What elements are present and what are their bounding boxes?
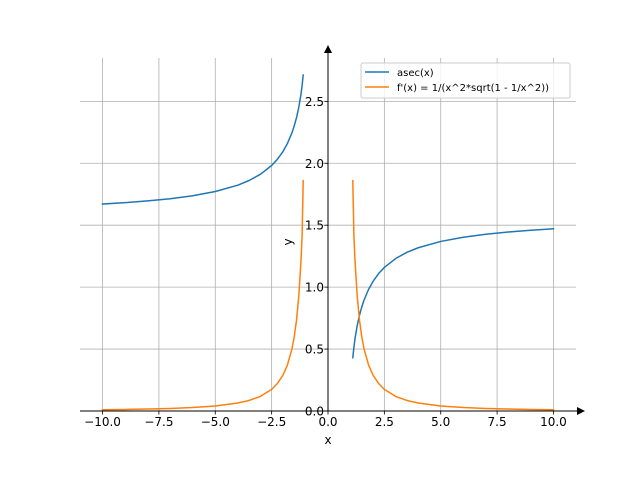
series-line-0-segment-1 [351, 228, 555, 359]
x-tick-label: 0.0 [318, 415, 337, 429]
legend-label-asec: asec(x) [397, 68, 434, 79]
y-tick-label: 0.0 [305, 405, 324, 419]
y-axis-label: y [281, 238, 295, 245]
x-tick-label: 2.5 [375, 415, 394, 429]
x-tick-label: −2.5 [257, 415, 286, 429]
y-tick-label: 0.5 [305, 343, 324, 357]
y-tick-label: 1.5 [305, 219, 324, 233]
series-line-0-segment-0 [101, 74, 305, 205]
x-tick-label: 7.5 [488, 415, 507, 429]
axes [80, 45, 585, 415]
y-tick-label: 1.0 [305, 281, 324, 295]
x-tick-label: −5.0 [201, 415, 230, 429]
series-layer [101, 74, 555, 411]
x-tick-label: −10.0 [84, 415, 121, 429]
series-line-1-segment-1 [352, 179, 555, 411]
series-line-1-segment-0 [101, 179, 304, 411]
y-tick-label: 2.0 [305, 157, 324, 171]
legend-frame [360, 62, 571, 99]
legend: asec(x) f'(x) = 1/(x^2*sqrt(1 - 1/x^2)) [360, 62, 571, 99]
x-axis-label: x [324, 433, 331, 447]
legend-label-derivative: f'(x) = 1/(x^2*sqrt(1 - 1/x^2)) [397, 83, 549, 94]
x-tick-label: 5.0 [431, 415, 450, 429]
x-tick-label: 10.0 [540, 415, 567, 429]
y-tick-label: 2.5 [305, 95, 324, 109]
x-tick-label: −7.5 [144, 415, 173, 429]
x-axis-arrow [577, 407, 585, 415]
y-axis-arrow [324, 45, 332, 53]
ticks: −10.0 −7.5 −5.0 −2.5 0.0 2.5 5.0 7.5 10.0 0.0 0.5 1… [84, 95, 567, 429]
